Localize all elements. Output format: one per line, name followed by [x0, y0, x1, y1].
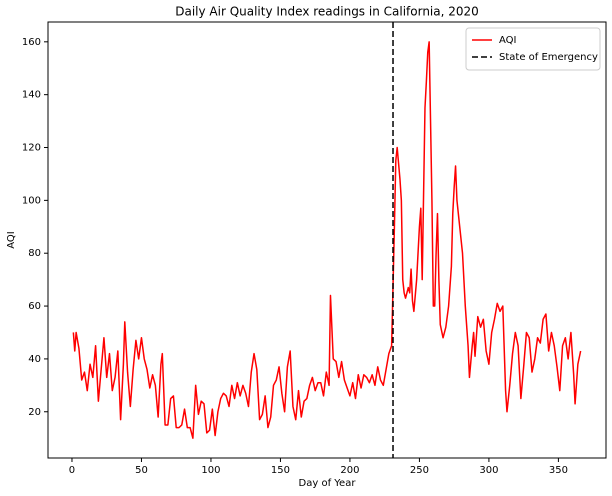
y-tick-label: 80 — [28, 248, 41, 259]
y-tick-label: 40 — [28, 354, 41, 365]
x-tick-label: 350 — [549, 465, 568, 476]
y-tick-label: 100 — [22, 195, 41, 206]
x-tick-label: 0 — [69, 465, 75, 476]
x-axis-label: Day of Year — [299, 478, 357, 489]
x-tick-label: 150 — [271, 465, 290, 476]
data-line — [72, 41, 582, 439]
x-tick-label: 100 — [201, 465, 220, 476]
y-tick-label: 140 — [22, 90, 41, 101]
y-tick-label: 120 — [22, 143, 41, 154]
y-tick-label: 20 — [28, 407, 41, 418]
legend-label: State of Emergency — [499, 52, 598, 63]
plot-frame — [47, 21, 607, 459]
y-tick-label: 60 — [28, 301, 41, 312]
x-tick-label: 50 — [135, 465, 148, 476]
y-tick-label: 160 — [22, 37, 41, 48]
x-tick-label: 300 — [479, 465, 498, 476]
x-tick-label: 200 — [340, 465, 359, 476]
chart-title: Daily Air Quality Index readings in Cali… — [175, 5, 479, 19]
legend-box — [465, 27, 601, 71]
legend-label: AQI — [499, 35, 517, 46]
x-tick-label: 250 — [410, 465, 429, 476]
y-axis-label: AQI — [6, 231, 17, 249]
